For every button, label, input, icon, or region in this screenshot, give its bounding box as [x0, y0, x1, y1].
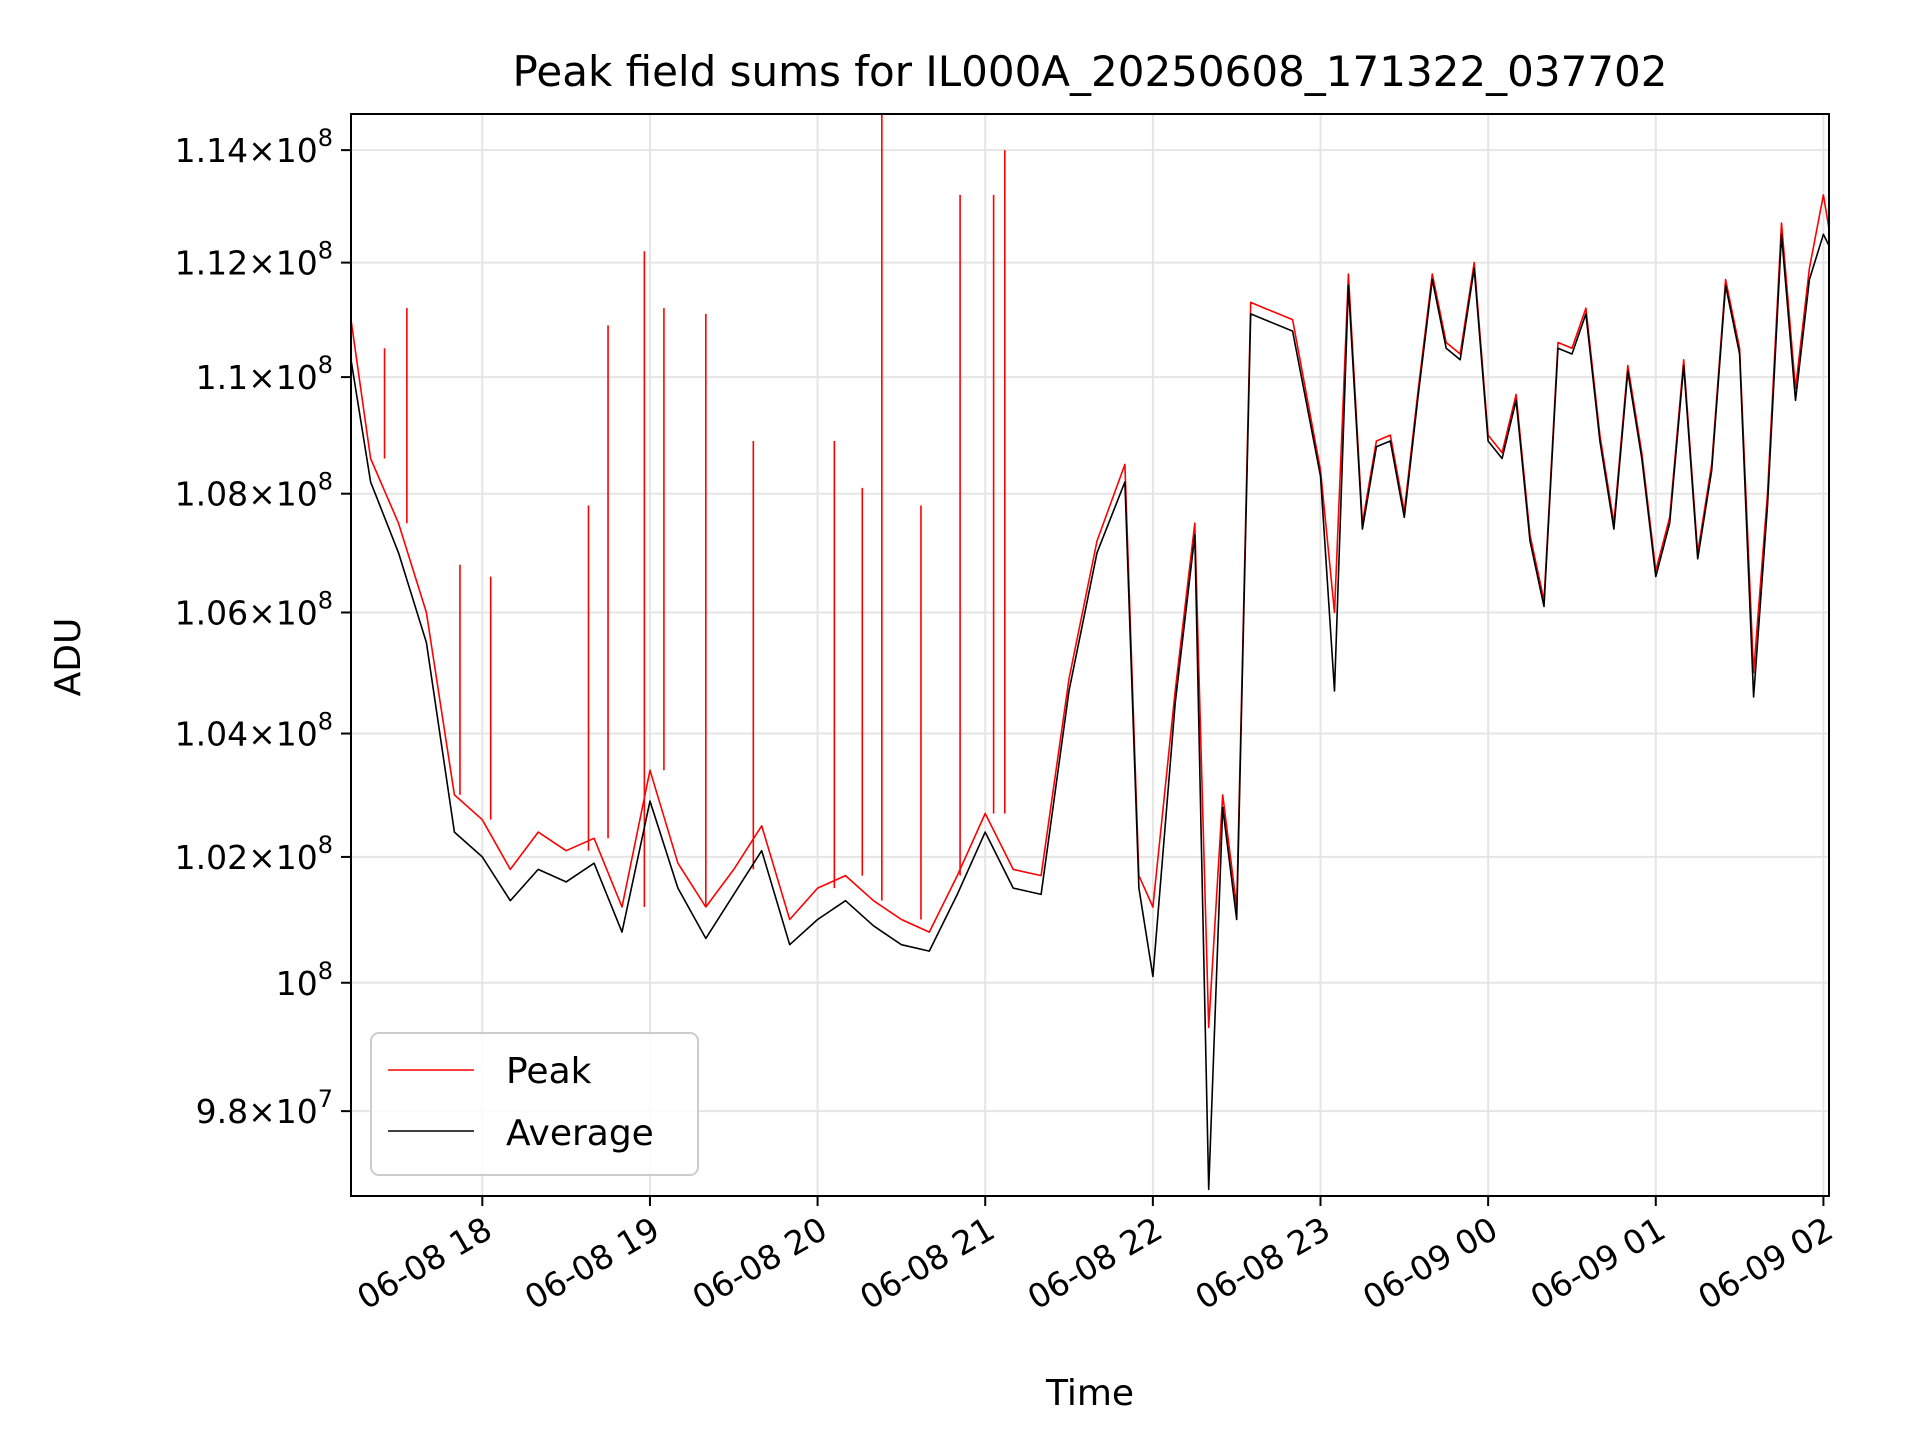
y-tick-label: 1.14×108 — [175, 124, 333, 170]
grid-lines — [351, 114, 1829, 1196]
y-tick-label: 1.04×108 — [175, 708, 333, 754]
y-tick-label: 108 — [276, 957, 333, 1003]
legend-box — [370, 1032, 699, 1176]
y-tick-label: 1.08×108 — [175, 468, 333, 514]
x-axis-label: Time — [1045, 1373, 1134, 1414]
legend-label-average: Average — [506, 1113, 654, 1154]
plot-frame — [350, 113, 1830, 1197]
series-line-average — [350, 233, 1830, 1191]
legend: Peak Average — [370, 1032, 699, 1176]
y-tick-label: 1.12×108 — [175, 237, 333, 283]
series-layer — [350, 114, 1830, 1191]
legend-label-peak: Peak — [506, 1051, 592, 1092]
series-line-peak — [350, 194, 1830, 1029]
y-tick-label: 9.8×107 — [196, 1085, 333, 1131]
y-tick-label: 1.06×108 — [175, 586, 333, 632]
chart-title: Peak field sums for IL000A_20250608_1713… — [513, 47, 1668, 96]
y-tick-label: 1.02×108 — [175, 831, 333, 877]
y-axis-label: ADU — [48, 618, 89, 697]
y-tick-label: 1.1×108 — [196, 351, 333, 397]
